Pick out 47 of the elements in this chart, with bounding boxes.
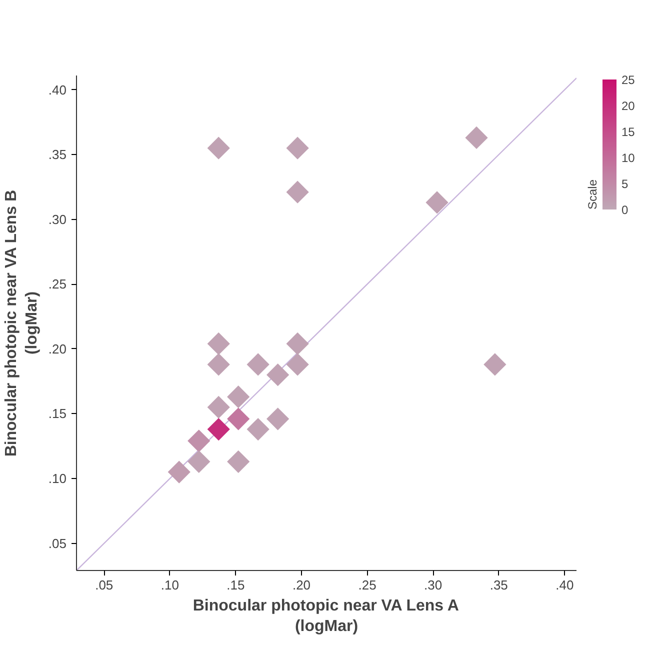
x-tick-label: .10 [160,578,179,592]
point [426,191,448,214]
x-tick-label: .05 [95,578,114,592]
point [286,136,309,160]
y-axis-title: Binocular photopic near VA Lens B (logMar) [3,190,40,457]
point [266,408,290,430]
y-tick-label: .35 [48,147,67,162]
color-bar-label: 25 [622,73,636,87]
point [286,353,309,376]
color-bar-label: 0 [622,203,628,217]
point [207,396,230,419]
point [168,460,190,484]
y-tick-label: .20 [48,341,67,356]
y-tick-label: .30 [48,212,67,227]
color-bar-label: 5 [622,177,628,191]
point [266,364,290,386]
point [227,386,250,408]
y-tick-label: .40 [48,82,67,98]
x-tick-label: .20 [292,578,311,592]
y-tick-label: .05 [48,536,67,551]
y-tick-label: .25 [48,276,67,292]
point [227,408,250,430]
color-bar-label: 15 [622,125,636,139]
point [246,353,270,376]
y-tick-label: .10 [48,470,67,486]
x-tick-label: .15 [226,578,245,592]
x-tick-label: .40 [556,578,574,592]
point [207,332,230,356]
color-bar-label: 20 [622,99,636,113]
color-bar-label: 10 [622,151,636,165]
point [188,430,210,452]
point [465,126,488,150]
point [286,332,309,356]
color-bar-title: Scale [586,179,600,210]
x-axis-title: Binocular photopic near VA Lens A (logMar) [192,598,460,635]
point [207,136,230,160]
point [246,418,270,441]
point [484,353,506,376]
point [207,353,230,376]
x-tick-label: .35 [490,578,508,592]
x-tick-label: .30 [424,578,442,592]
point [207,418,230,441]
y-tick-label: .15 [48,406,67,422]
point [227,450,250,473]
point [188,450,210,473]
x-tick-label: .25 [358,578,376,592]
point [286,180,309,204]
